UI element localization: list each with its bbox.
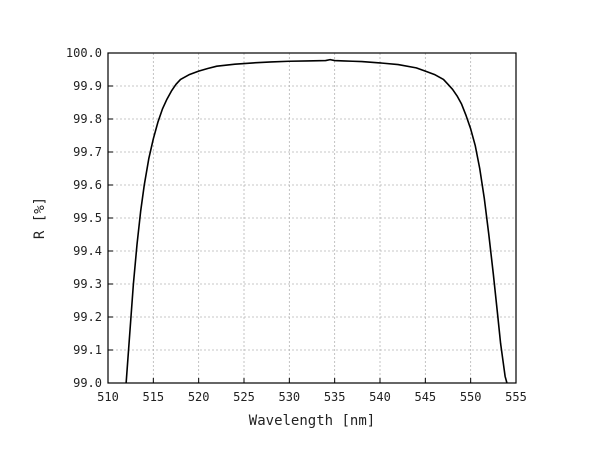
y-tick-label: 99.5 [73, 211, 102, 225]
tick-marks [107, 52, 517, 384]
x-tick-label: 535 [324, 390, 346, 404]
y-tick-label: 99.0 [73, 376, 102, 390]
x-tick-labels: 510 515 520 525 530 535 540 545 550 555 [97, 390, 527, 404]
y-tick-label: 99.8 [73, 112, 102, 126]
y-tick-label: 99.1 [73, 343, 102, 357]
y-tick-label: 99.4 [73, 244, 102, 258]
x-tick-label: 550 [460, 390, 482, 404]
y-tick-label: 99.9 [73, 79, 102, 93]
x-tick-label: 530 [278, 390, 300, 404]
x-tick-label: 525 [233, 390, 255, 404]
x-tick-label: 540 [369, 390, 391, 404]
reflectance-curve [125, 58, 508, 384]
y-tick-label: 99.3 [73, 277, 102, 291]
y-tick-labels: 99.0 99.1 99.2 99.3 99.4 99.5 99.6 99.7 99.8 99.9… [66, 46, 102, 390]
x-tick-label: 520 [188, 390, 210, 404]
y-tick-label: 99.7 [73, 145, 102, 159]
series-layer [125, 58, 508, 384]
y-tick-label: 99.2 [73, 310, 102, 324]
y-tick-label: 99.6 [73, 178, 102, 192]
x-tick-label: 510 [97, 390, 119, 404]
y-axis-title: R [%] [32, 197, 48, 239]
x-tick-label: 555 [505, 390, 527, 404]
x-axis-title: Wavelength [nm] [249, 413, 375, 429]
x-tick-label: 515 [142, 390, 164, 404]
x-tick-label: 545 [414, 390, 436, 404]
y-tick-label: 100.0 [66, 46, 102, 60]
grid [108, 53, 516, 383]
